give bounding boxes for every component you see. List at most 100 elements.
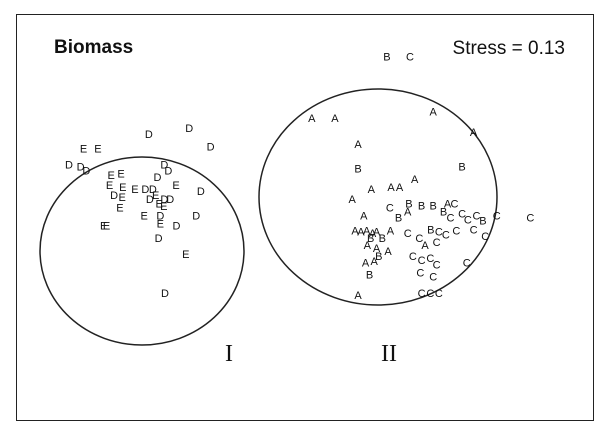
point-b-15: B (405, 198, 412, 210)
point-b-17: B (430, 200, 437, 212)
point-d-105: D (161, 288, 169, 300)
point-d-78: D (164, 166, 172, 178)
point-e-75: E (108, 170, 115, 182)
point-b-36: B (367, 233, 374, 245)
point-a-34: A (369, 228, 377, 240)
point-c-58: C (433, 259, 441, 271)
point-c-61: C (416, 267, 424, 279)
point-a-3: A (308, 113, 316, 125)
group-ellipse-i (39, 156, 245, 346)
point-d-69: D (145, 129, 153, 141)
point-c-47: C (433, 237, 441, 249)
point-a-35: A (373, 227, 381, 239)
point-b-30: B (479, 215, 486, 227)
point-d-86: D (146, 194, 154, 206)
point-a-53: A (362, 257, 370, 269)
point-a-21: A (404, 206, 412, 218)
point-c-55: C (409, 251, 417, 263)
point-e-104: E (182, 249, 189, 261)
point-e-95: E (116, 202, 123, 214)
point-c-19: C (451, 198, 459, 210)
point-c-1: C (406, 52, 414, 64)
point-b-20: B (440, 206, 447, 218)
point-d-72: D (65, 160, 73, 172)
point-e-91: E (119, 192, 126, 204)
point-b-22: B (395, 213, 402, 225)
point-a-33: A (363, 226, 371, 238)
point-a-51: A (384, 246, 392, 258)
point-a-31: A (351, 226, 359, 238)
point-a-9: A (368, 184, 376, 196)
point-e-68: E (94, 143, 101, 155)
stress-annotation: Stress = 0.13 (452, 38, 565, 59)
point-d-98: D (192, 211, 200, 223)
point-d-71: D (207, 141, 215, 153)
point-a-12: A (411, 174, 419, 186)
point-c-66: C (435, 288, 443, 300)
point-d-70: D (185, 123, 193, 135)
point-e-100: E (157, 219, 164, 231)
point-b-41: B (427, 225, 434, 237)
point-c-39: C (404, 228, 412, 240)
point-b-52: B (375, 251, 382, 263)
point-e-96: E (141, 211, 148, 223)
point-a-32: A (357, 227, 365, 239)
point-b-7: B (354, 164, 361, 176)
point-d-79: D (154, 172, 162, 184)
point-e-85: E (152, 190, 159, 202)
point-b-16: B (418, 200, 425, 212)
point-c-44: C (452, 226, 460, 238)
point-c-14: C (386, 202, 394, 214)
group-label-ii: II (381, 341, 397, 367)
point-e-80: E (106, 180, 113, 192)
point-e-99: E (103, 221, 110, 233)
point-b-8: B (458, 162, 465, 174)
point-d-77: D (160, 160, 168, 172)
point-c-42: C (435, 226, 443, 238)
point-e-82: E (131, 184, 138, 196)
point-b-0: B (383, 52, 390, 64)
point-e-67: E (80, 143, 87, 155)
group-label-i: I (225, 341, 233, 367)
point-d-88: D (166, 194, 174, 206)
point-d-101: D (173, 221, 181, 233)
point-d-90: D (110, 190, 118, 202)
point-c-25: C (458, 208, 466, 220)
point-b-37: B (379, 233, 386, 245)
point-a-63: A (354, 290, 362, 302)
point-d-92: D (197, 186, 205, 198)
point-e-94: E (160, 201, 167, 213)
point-d-83: D (141, 184, 149, 196)
point-a-6: A (354, 139, 362, 151)
point-b-60: B (366, 270, 373, 282)
point-a-11: A (396, 182, 404, 194)
point-e-81: E (119, 182, 126, 194)
point-c-43: C (442, 230, 450, 242)
point-c-56: C (418, 255, 426, 267)
point-d-84: D (149, 184, 157, 196)
point-d-97: D (156, 211, 164, 223)
point-a-49: A (364, 240, 372, 252)
point-c-57: C (426, 253, 434, 265)
point-d-74: D (82, 166, 90, 178)
point-c-40: C (415, 233, 423, 245)
point-a-38: A (387, 226, 395, 238)
point-e-89: E (172, 180, 179, 192)
point-e-93: E (156, 198, 163, 210)
point-a-10: A (387, 182, 395, 194)
point-c-26: C (473, 211, 481, 223)
point-c-65: C (426, 288, 434, 300)
point-c-28: C (526, 213, 534, 225)
point-d-73: D (77, 162, 85, 174)
point-c-64: C (418, 288, 426, 300)
point-a-4: A (331, 113, 339, 125)
point-a-18: A (444, 198, 452, 210)
point-e-103: E (100, 221, 107, 233)
point-e-76: E (117, 169, 124, 181)
point-c-62: C (429, 272, 437, 284)
point-c-46: C (481, 231, 489, 243)
point-c-24: C (447, 213, 455, 225)
